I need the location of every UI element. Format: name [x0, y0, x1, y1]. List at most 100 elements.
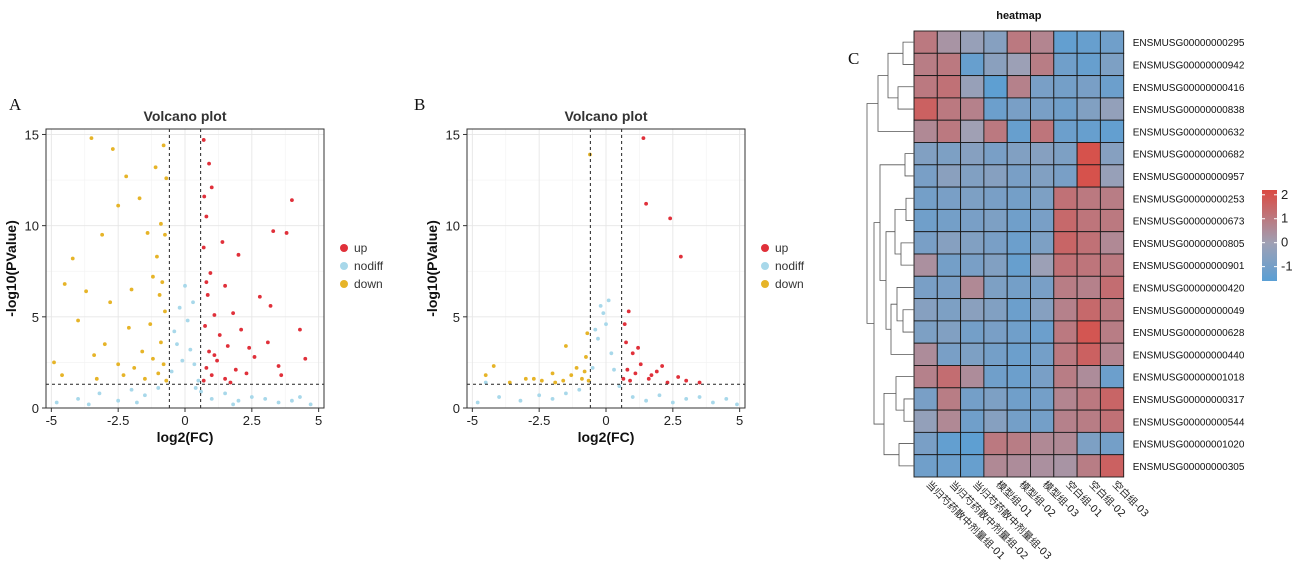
heatmap-cell [1099, 52, 1125, 77]
dendrogram-branch [887, 52, 903, 99]
heatmap-cell [1030, 75, 1055, 99]
data-point-nodiff [598, 303, 603, 308]
heatmap-cell [1099, 298, 1125, 322]
data-point-nodiff [735, 402, 739, 407]
dendrogram-branch [897, 86, 914, 110]
row-label: ENSMUSG00000001018 [1133, 373, 1245, 384]
heatmap-cell [913, 365, 938, 389]
heatmap-cell [913, 253, 938, 277]
legend-label-nodiff: nodiff [354, 259, 384, 273]
row-label: ENSMUSG00000000673 [1133, 217, 1245, 228]
heatmap-cell [1099, 75, 1125, 99]
heatmap-cell [1076, 298, 1101, 322]
data-point-nodiff [483, 380, 488, 385]
heatmap-cell [1053, 298, 1078, 322]
legend-swatch-nodiff [761, 262, 769, 270]
data-point-up [665, 380, 670, 385]
heatmap-cell [983, 365, 1008, 389]
data-point-down [163, 232, 167, 237]
data-point-down [52, 360, 56, 365]
data-point-down [92, 353, 97, 358]
heatmap-cell [960, 97, 985, 121]
heatmap-cell [913, 208, 938, 233]
heatmap-cell [913, 431, 938, 456]
heatmap-cell [960, 365, 985, 389]
data-point-up [201, 378, 206, 383]
data-point-up [654, 369, 659, 374]
heatmap-cell [913, 30, 938, 54]
data-point-down [145, 231, 150, 235]
row-label: ENSMUSG00000000901 [1133, 261, 1245, 272]
data-point-up [204, 365, 209, 370]
heatmap-cell [960, 75, 985, 99]
data-point-up [209, 185, 214, 190]
data-point-nodiff [86, 402, 91, 407]
heatmap-cell [1006, 275, 1031, 300]
data-point-nodiff [684, 396, 689, 401]
data-point-down [539, 378, 544, 383]
color-scale-bar [1262, 190, 1277, 281]
data-point-down [156, 371, 161, 376]
heatmap-cell [960, 208, 985, 233]
heatmap-cell [1006, 52, 1031, 77]
heatmap-cell [1030, 320, 1055, 344]
dendrogram-branch [883, 392, 899, 456]
data-point-up [644, 201, 648, 206]
x-axis-label: log2(FC) [157, 429, 214, 445]
heatmap-cell [1076, 320, 1101, 344]
heatmap-cell [936, 186, 962, 210]
dendrogram-branch [885, 231, 895, 330]
data-point-down [124, 174, 129, 179]
data-point-down [116, 362, 121, 367]
data-point-up [630, 351, 635, 356]
legend-label-up: up [354, 241, 368, 255]
data-point-up [223, 283, 227, 288]
data-point-up [217, 333, 222, 337]
data-point-down [523, 376, 528, 381]
heatmap-cell [960, 186, 985, 210]
data-point-up [668, 216, 673, 221]
data-point-down [483, 373, 488, 378]
data-point-nodiff [644, 398, 648, 403]
data-point-up [279, 373, 284, 378]
y-tick-label: 15 [446, 127, 460, 142]
data-point-up [624, 340, 628, 345]
data-point-up [621, 376, 626, 381]
heatmap-cell [936, 142, 962, 166]
legend-label-down: down [775, 277, 804, 291]
heatmap-cell [1030, 97, 1055, 121]
heatmap-cell [1099, 253, 1125, 277]
heatmap-cell [1053, 164, 1078, 188]
dendrogram-branch [902, 41, 914, 65]
data-point-down [143, 376, 147, 381]
row-label: ENSMUSG00000000805 [1133, 239, 1245, 250]
heatmap-cell [913, 387, 938, 411]
legend-label-down: down [354, 277, 383, 291]
heatmap-cell [960, 231, 985, 255]
data-point-nodiff [711, 400, 715, 405]
heatmap-cell [1053, 30, 1078, 54]
data-point-up [257, 294, 262, 299]
heatmap-cell [1006, 97, 1031, 121]
data-point-up [626, 309, 631, 314]
row-label: ENSMUSG00000000295 [1133, 38, 1245, 49]
data-point-up [268, 303, 273, 308]
x-tick-label: 2.5 [664, 413, 682, 428]
heatmap-cell [1006, 320, 1031, 344]
heatmap-cell [1053, 253, 1078, 277]
heatmap-cell [913, 52, 938, 77]
heatmap-cell [1053, 142, 1078, 166]
heatmap-cell [1099, 30, 1125, 54]
data-point-down [161, 362, 166, 367]
plot-title: Volcano plot [565, 108, 648, 124]
heatmap-cell [1099, 454, 1125, 478]
data-point-nodiff [577, 387, 582, 392]
heatmap-cell [1076, 142, 1101, 166]
data-point-up [697, 380, 702, 385]
data-point-up [207, 349, 211, 354]
heatmap-cell [1099, 231, 1125, 255]
row-label: ENSMUSG00000000253 [1133, 194, 1245, 205]
heatmap-cell [983, 75, 1008, 99]
heatmap-cell [1076, 119, 1101, 143]
color-scale-label: 0 [1281, 235, 1288, 250]
